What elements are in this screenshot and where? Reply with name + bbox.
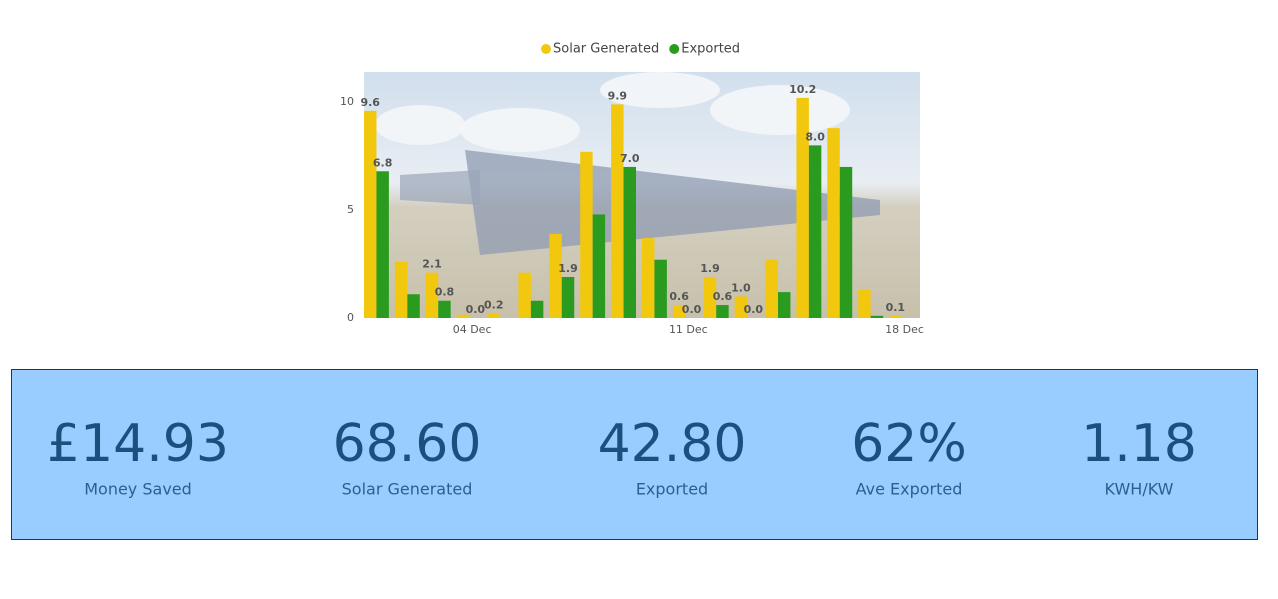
bar xyxy=(778,292,791,318)
data-label: 1.9 xyxy=(558,262,578,275)
data-label: 0.2 xyxy=(484,299,504,312)
data-label: 0.0 xyxy=(744,303,764,316)
legend-marker xyxy=(541,44,551,54)
kpi-panel xyxy=(11,369,1258,540)
bar xyxy=(808,145,822,318)
kpi-label: Money Saved xyxy=(84,480,192,499)
bar xyxy=(518,272,531,318)
data-label: 9.9 xyxy=(608,89,628,102)
data-label: 1.0 xyxy=(731,281,751,294)
bar xyxy=(561,277,575,318)
bar xyxy=(611,104,624,318)
legend-label: Solar Generated xyxy=(553,42,659,57)
bar xyxy=(438,300,451,318)
bar xyxy=(858,289,871,318)
bar xyxy=(364,110,377,318)
kpi-value: 68.60 xyxy=(333,414,482,474)
kpi-label: Solar Generated xyxy=(342,480,473,499)
bar xyxy=(623,166,636,318)
kpi-value: 62% xyxy=(851,414,967,474)
legend-label: Exported xyxy=(681,42,740,57)
data-label: 8.0 xyxy=(805,130,825,143)
bar xyxy=(716,305,729,318)
bar xyxy=(672,305,686,318)
bar xyxy=(487,313,500,318)
bar xyxy=(839,166,853,318)
bar xyxy=(889,315,902,318)
bar xyxy=(456,314,470,318)
bar xyxy=(796,97,809,318)
bar xyxy=(549,233,562,318)
data-label: 1.9 xyxy=(700,262,720,275)
data-label: 2.1 xyxy=(422,258,442,271)
bar xyxy=(734,296,748,318)
data-label: 0.0 xyxy=(466,303,486,316)
data-label: 10.2 xyxy=(789,83,816,96)
bar xyxy=(870,315,884,318)
x-tick-label: 18 Dec xyxy=(885,323,924,336)
data-label: 0.8 xyxy=(435,286,455,299)
bar xyxy=(425,272,439,318)
bar xyxy=(580,151,593,318)
kpi-value: 42.80 xyxy=(598,414,747,474)
bar xyxy=(376,171,389,318)
data-label: 0.6 xyxy=(669,290,689,303)
kpi-label: KWH/KW xyxy=(1105,480,1174,499)
bar xyxy=(592,214,606,318)
bar xyxy=(827,128,840,318)
y-tick-label: 5 xyxy=(347,203,354,216)
bar xyxy=(642,238,655,318)
legend-marker xyxy=(669,44,680,54)
data-label: 7.0 xyxy=(620,152,640,165)
bar xyxy=(765,259,778,318)
data-label: 0.0 xyxy=(682,303,702,316)
bar xyxy=(394,261,408,318)
bar xyxy=(654,259,667,318)
data-label: 0.1 xyxy=(886,301,906,314)
bar xyxy=(703,277,717,318)
bar xyxy=(407,294,420,318)
data-label: 0.6 xyxy=(713,290,733,303)
y-tick-label: 10 xyxy=(340,95,354,108)
x-tick-label: 04 Dec xyxy=(453,323,492,336)
y-tick-label: 0 xyxy=(347,311,354,324)
x-tick-label: 11 Dec xyxy=(669,323,708,336)
kpi-label: Ave Exported xyxy=(856,480,963,499)
kpi-value: 1.18 xyxy=(1081,414,1197,474)
kpi-label: Exported xyxy=(636,480,708,499)
data-label: 6.8 xyxy=(373,156,393,169)
bar xyxy=(530,300,544,318)
data-label: 9.6 xyxy=(360,96,380,109)
kpi-value: £14.93 xyxy=(47,414,229,474)
